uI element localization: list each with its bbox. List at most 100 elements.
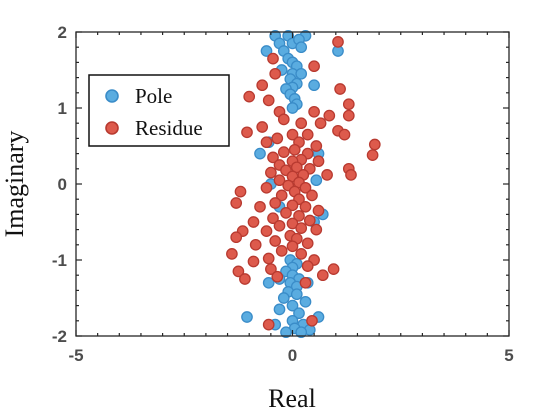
point-residue — [342, 109, 355, 122]
point-residue — [286, 128, 299, 141]
point-residue — [288, 143, 301, 156]
point-residue — [334, 83, 346, 95]
point-residue — [303, 214, 316, 227]
point-residue — [267, 212, 279, 225]
point-residue — [271, 132, 284, 145]
point-residue — [368, 138, 381, 151]
y-tick-label: 2 — [58, 23, 67, 42]
x-tick-label: 5 — [504, 346, 513, 365]
point-residue — [269, 197, 282, 209]
legend-marker-residue — [105, 121, 119, 135]
point-pole — [280, 326, 292, 339]
point-residue — [230, 197, 243, 209]
point-residue — [247, 255, 260, 268]
point-residue — [230, 231, 243, 244]
y-tick-label: -2 — [52, 327, 67, 346]
x-axis-label: Real — [268, 384, 316, 413]
point-pole — [299, 295, 312, 308]
point-residue — [269, 235, 282, 247]
point-residue — [256, 121, 269, 133]
point-residue — [265, 166, 277, 179]
point-residue — [226, 248, 238, 260]
point-residue — [321, 169, 333, 181]
point-pole — [262, 276, 275, 289]
point-pole — [241, 311, 253, 323]
point-residue — [299, 181, 312, 194]
y-axis-label: Imaginary — [0, 131, 29, 238]
point-residue — [275, 245, 288, 257]
point-pole — [293, 307, 305, 320]
point-residue — [295, 117, 308, 130]
point-pole — [295, 326, 308, 339]
point-residue — [312, 204, 325, 217]
point-pole — [273, 303, 286, 316]
point-residue — [286, 240, 299, 253]
point-residue — [271, 270, 284, 283]
point-residue — [260, 225, 273, 237]
point-residue — [327, 263, 340, 275]
y-tick-label: -1 — [52, 251, 67, 270]
point-residue — [280, 207, 292, 219]
point-residue — [314, 117, 327, 130]
point-residue — [332, 36, 344, 48]
point-pole — [254, 147, 266, 160]
point-residue — [366, 149, 379, 161]
point-residue — [310, 140, 323, 152]
point-residue — [232, 265, 245, 278]
chart-marks — [226, 29, 381, 339]
point-pole — [277, 292, 290, 304]
point-residue — [301, 128, 314, 141]
point-residue — [308, 105, 320, 118]
x-tick-label: 0 — [288, 346, 297, 365]
point-pole — [295, 41, 308, 54]
point-residue — [310, 223, 323, 236]
axis-tick-labels: -5 0 5 -2 -1 0 1 2 — [52, 23, 514, 365]
point-pole — [295, 67, 308, 80]
point-residue — [301, 260, 314, 272]
point-residue — [267, 52, 279, 65]
point-residue — [262, 252, 275, 265]
point-residue — [301, 237, 314, 250]
axis-ticks — [75, 31, 510, 337]
point-pole — [260, 45, 273, 57]
legend-label-pole: Pole — [135, 84, 172, 108]
legend-label-residue: Residue — [135, 116, 203, 140]
point-residue — [312, 155, 325, 168]
point-residue — [275, 189, 288, 202]
point-residue — [247, 216, 260, 228]
point-residue — [323, 109, 336, 122]
point-residue — [299, 200, 312, 213]
point-pole — [308, 79, 320, 92]
point-residue — [260, 136, 273, 149]
point-residue — [293, 210, 305, 222]
point-pole — [286, 299, 299, 312]
point-residue — [249, 238, 262, 251]
point-residue — [299, 276, 312, 289]
point-residue — [295, 222, 308, 234]
point-residue — [241, 126, 253, 139]
point-residue — [243, 90, 256, 103]
x-tick-label: -5 — [68, 346, 83, 365]
point-residue — [306, 189, 318, 202]
point-residue — [277, 146, 290, 158]
point-residue — [306, 314, 318, 327]
point-residue — [277, 113, 290, 126]
point-residue — [254, 200, 266, 213]
point-residue — [267, 151, 279, 164]
point-residue — [308, 60, 320, 73]
point-residue — [316, 269, 329, 282]
point-residue — [239, 273, 251, 285]
point-residue — [338, 128, 351, 141]
point-pole — [286, 102, 299, 114]
point-pole — [290, 288, 303, 301]
point-pole — [310, 174, 323, 187]
point-residue — [265, 263, 277, 275]
y-tick-label: 1 — [58, 99, 67, 118]
point-residue — [262, 318, 275, 331]
point-residue — [295, 248, 308, 260]
point-residue — [234, 185, 247, 198]
point-residue — [256, 79, 269, 92]
point-residue — [269, 67, 282, 80]
point-residue — [262, 94, 275, 107]
